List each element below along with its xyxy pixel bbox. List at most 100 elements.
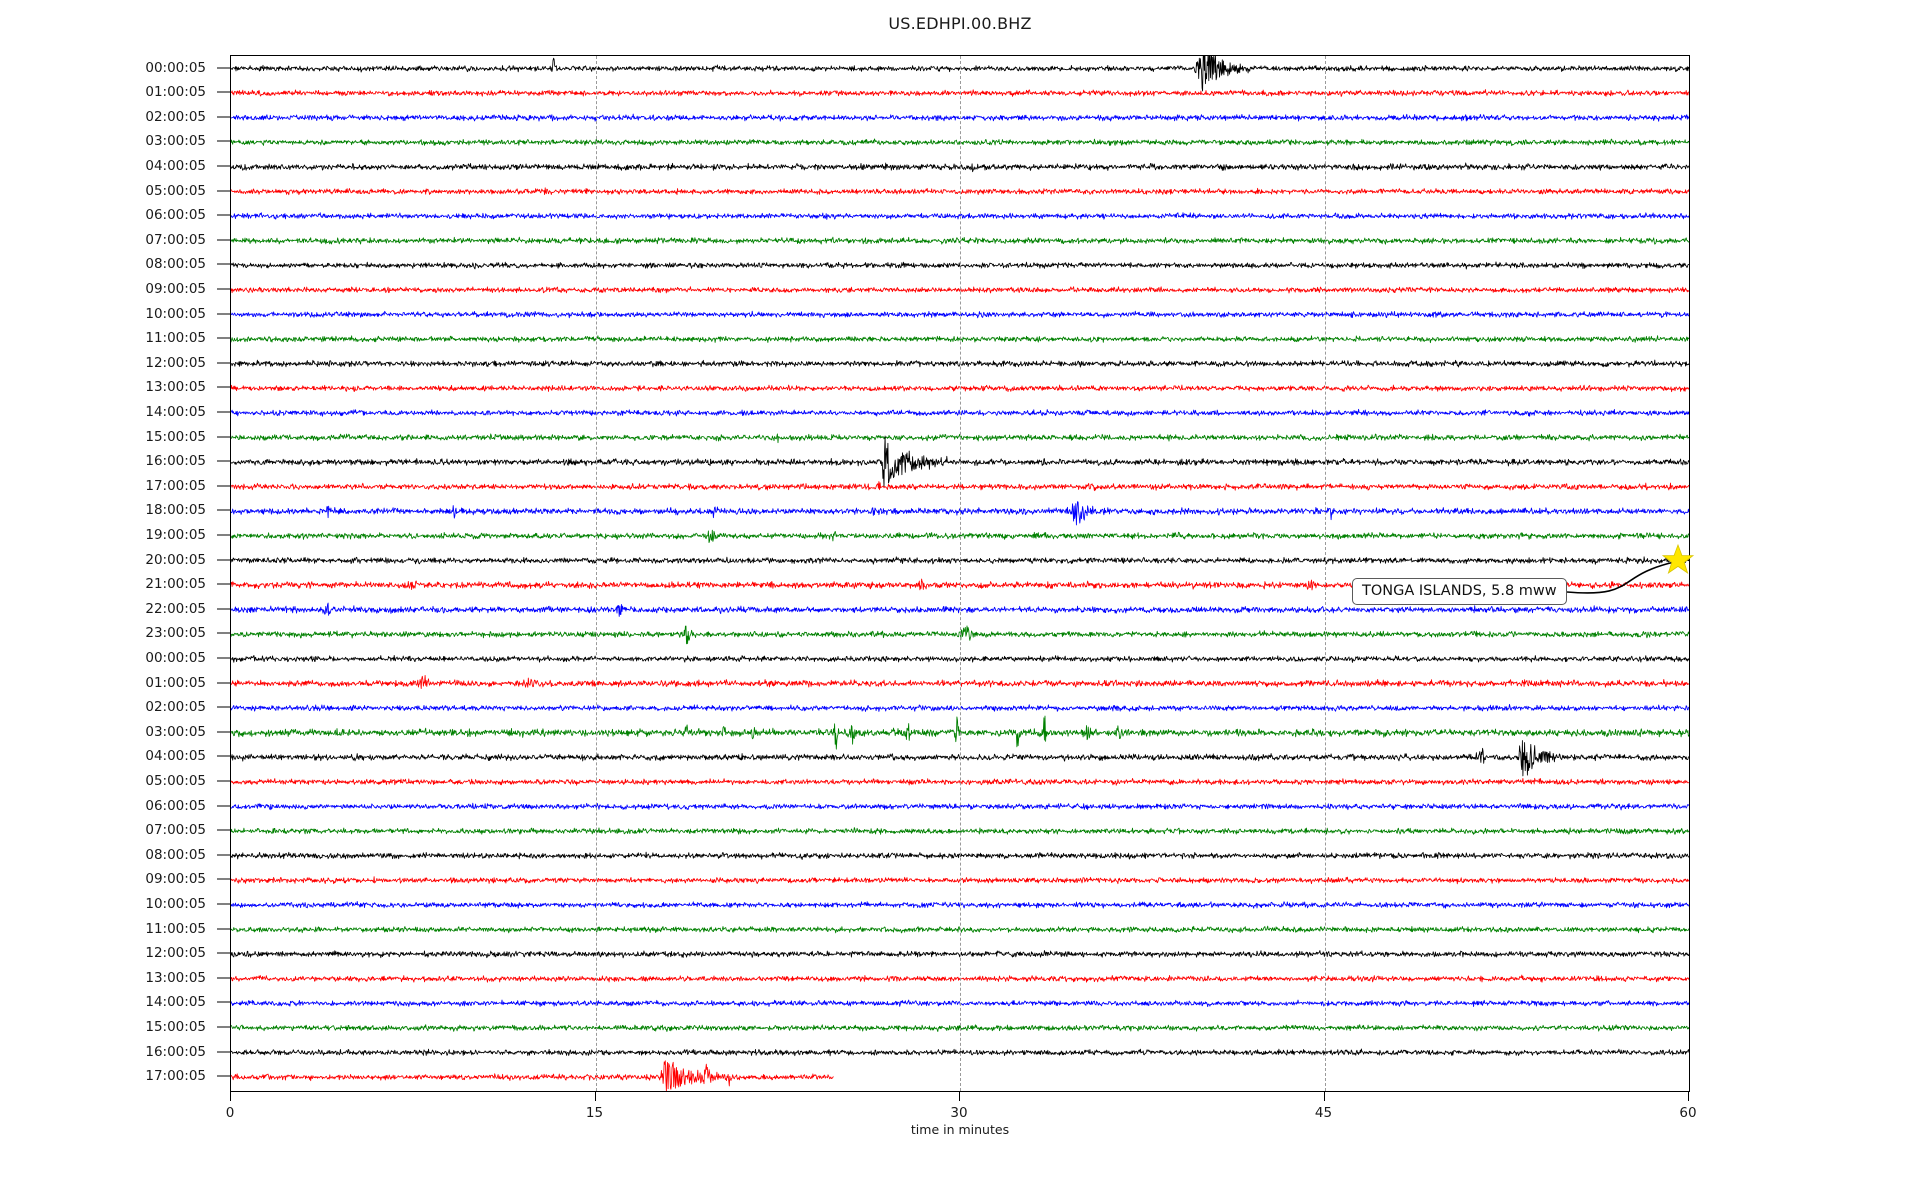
plot-area: [230, 55, 1690, 1092]
y-axis-tick-label: 09:00:05: [145, 871, 206, 888]
y-axis-tick-label: 10:00:05: [145, 305, 206, 322]
y-axis-tick-label: 17:00:05: [145, 477, 206, 494]
y-axis-tick: [217, 288, 230, 290]
y-axis-tick-label: 04:00:05: [145, 748, 206, 765]
y-axis-tick: [217, 460, 230, 462]
x-axis-tick: [959, 1092, 960, 1101]
y-axis-tick-label: 01:00:05: [145, 674, 206, 691]
grid-line: [1324, 56, 1326, 1091]
y-axis-tick-label: 08:00:05: [145, 846, 206, 863]
grid-line: [960, 56, 961, 1091]
y-axis-tick-label: 01:00:05: [145, 84, 206, 101]
y-axis-tick-label: 16:00:05: [145, 1043, 206, 1060]
plot-inner: [231, 56, 1689, 1091]
y-axis-tick-label: 20:00:05: [145, 551, 206, 568]
y-axis-tick: [217, 608, 230, 610]
y-axis-tick-label: 12:00:05: [145, 945, 206, 962]
y-axis-tick: [217, 411, 230, 413]
y-axis-tick-label: 08:00:05: [145, 256, 206, 273]
y-axis-labels: 00:00:05 01:00:05 02:00:05 03:00:05 04:00:05…: [0, 55, 230, 1092]
y-axis-tick: [217, 165, 230, 167]
y-axis-tick: [217, 1026, 230, 1028]
y-axis-tick-label: 04:00:05: [145, 157, 206, 174]
x-axis-tick: [594, 1092, 596, 1101]
seismogram-trace: [231, 1060, 834, 1091]
y-axis-tick: [217, 854, 230, 856]
y-axis-tick-label: 03:00:05: [145, 723, 206, 740]
y-axis-tick-label: 05:00:05: [145, 182, 206, 199]
x-axis-tick-label: 0: [225, 1105, 235, 1121]
y-axis-tick-label: 16:00:05: [145, 453, 206, 470]
grid-line: [595, 56, 597, 1091]
y-axis-tick-label: 02:00:05: [145, 699, 206, 716]
y-axis-tick-label: 00:00:05: [145, 59, 206, 76]
y-axis-tick-label: 03:00:05: [145, 133, 206, 150]
page-title: US.EDHPI.00.BHZ: [888, 14, 1032, 33]
y-axis-tick: [217, 1051, 230, 1052]
x-axis-tick-label: 45: [1314, 1105, 1333, 1121]
y-axis-tick-label: 17:00:05: [145, 1068, 206, 1085]
y-axis-tick-label: 06:00:05: [145, 207, 206, 224]
y-axis-tick-label: 07:00:05: [145, 231, 206, 248]
y-axis-tick: [217, 731, 230, 733]
x-axis-tick: [230, 1092, 231, 1101]
y-axis-tick-label: 21:00:05: [145, 576, 206, 593]
y-axis-tick: [217, 829, 230, 831]
x-axis-labels: 0 15 30 45 60: [226, 1092, 1697, 1152]
y-axis-tick-label: 10:00:05: [145, 895, 206, 912]
y-axis-tick: [217, 263, 230, 265]
y-axis-tick: [217, 386, 230, 388]
y-axis-tick: [217, 67, 230, 68]
y-axis-tick-label: 11:00:05: [145, 330, 206, 347]
y-axis-tick-label: 14:00:05: [145, 403, 206, 420]
y-axis-tick: [217, 928, 230, 929]
x-axis-tick-label: 60: [1679, 1105, 1697, 1121]
y-axis-tick-label: 12:00:05: [145, 354, 206, 371]
y-axis-tick-label: 15:00:05: [145, 1018, 206, 1035]
y-axis-tick: [217, 485, 230, 487]
x-axis-tick: [1323, 1092, 1325, 1101]
y-axis-tick-label: 11:00:05: [145, 920, 206, 937]
y-axis-tick: [217, 952, 230, 954]
y-axis-tick: [217, 878, 230, 880]
y-axis-tick: [217, 706, 230, 708]
y-axis-tick: [217, 534, 230, 536]
y-axis-tick: [217, 140, 230, 142]
y-axis-tick-label: 06:00:05: [145, 797, 206, 814]
x-axis-tick-label: 30: [950, 1105, 968, 1121]
y-axis-tick-label: 22:00:05: [145, 600, 206, 617]
event-annotation-label: TONGA ISLANDS, 5.8 mww: [1352, 577, 1567, 605]
y-axis-tick: [217, 755, 230, 757]
y-axis-tick-label: 05:00:05: [145, 772, 206, 789]
y-axis-tick: [217, 436, 230, 437]
y-axis-tick: [217, 337, 230, 339]
y-axis-tick: [217, 559, 230, 560]
y-axis-tick: [217, 509, 230, 511]
y-axis-tick: [217, 313, 230, 314]
x-axis-title: time in minutes: [910, 1122, 1010, 1137]
y-axis-tick-label: 07:00:05: [145, 822, 206, 839]
y-axis-tick-label: 18:00:05: [145, 502, 206, 519]
y-axis-tick-label: 19:00:05: [145, 526, 206, 543]
y-axis-tick-label: 00:00:05: [145, 649, 206, 666]
x-axis-tick: [1688, 1092, 1689, 1101]
y-axis-tick-label: 15:00:05: [145, 428, 206, 445]
y-axis-tick-label: 13:00:05: [145, 969, 206, 986]
y-axis-tick: [217, 805, 230, 806]
y-axis-tick: [217, 1075, 230, 1077]
y-axis-tick: [217, 1001, 230, 1003]
y-axis-tick: [217, 190, 230, 191]
y-axis-tick: [217, 362, 230, 364]
y-axis-tick: [217, 780, 230, 782]
y-axis-tick: [217, 632, 230, 634]
y-axis-tick: [217, 239, 230, 241]
y-axis-tick: [217, 214, 230, 216]
y-axis-tick-label: 09:00:05: [145, 280, 206, 297]
y-axis-tick: [217, 657, 230, 659]
y-axis-tick: [217, 903, 230, 905]
y-axis-tick: [217, 583, 230, 585]
y-axis-tick: [217, 682, 230, 683]
y-axis-tick: [217, 977, 230, 979]
y-axis-tick-label: 02:00:05: [145, 108, 206, 125]
